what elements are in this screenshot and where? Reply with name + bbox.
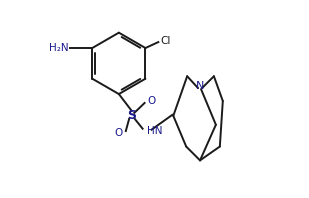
Text: O: O xyxy=(115,128,123,138)
Text: Cl: Cl xyxy=(160,36,171,46)
Text: H₂N: H₂N xyxy=(49,43,69,53)
Text: HN: HN xyxy=(146,126,162,136)
Text: N: N xyxy=(196,81,204,91)
Text: S: S xyxy=(127,109,136,122)
Text: O: O xyxy=(148,96,156,106)
